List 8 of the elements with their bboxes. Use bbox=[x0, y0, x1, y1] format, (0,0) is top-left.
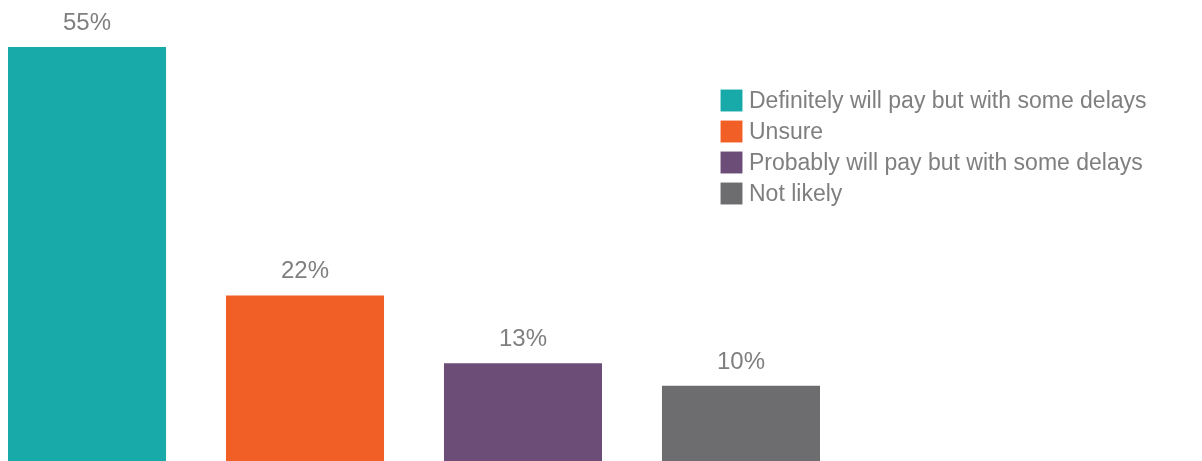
data-label: 55% bbox=[63, 8, 112, 35]
legend-label: Unsure bbox=[749, 117, 824, 144]
legend-label: Not likely bbox=[749, 179, 843, 206]
data-label: 13% bbox=[498, 324, 548, 352]
legend-label: Probably will pay but with some delays bbox=[749, 148, 1143, 175]
data-label: 22% bbox=[280, 256, 330, 284]
legend-label: Definitely will pay but with some delays bbox=[749, 86, 1147, 113]
data-label: 10% bbox=[716, 346, 765, 374]
